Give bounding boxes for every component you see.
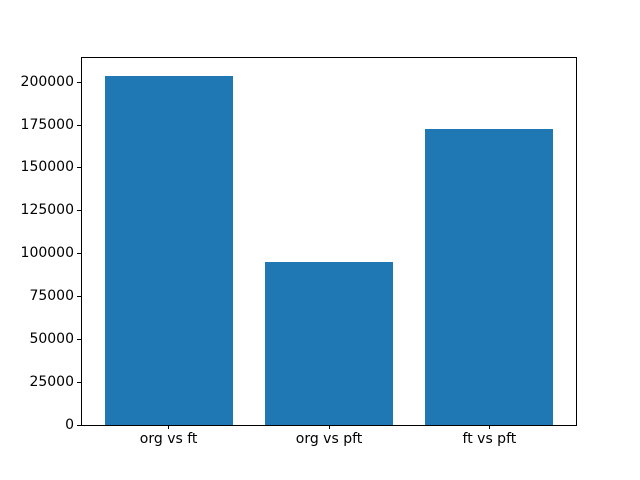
plot-area: 0 25000 50000 75000 100000 125000 150000 175000… (21, 57, 577, 447)
y-axis-tick-mark (77, 253, 81, 255)
y-axis-tick-label: 200000 (20, 73, 74, 90)
x-axis-tick-mark (328, 425, 330, 429)
y-axis-tick-label: 0 (65, 416, 74, 433)
y-axis-tick-label: 150000 (20, 159, 74, 176)
y-axis-tick-mark (77, 210, 81, 212)
y-axis-tick-mark (77, 81, 81, 83)
y-axis-tick-label: 125000 (20, 202, 74, 219)
x-axis-tick-label: org vs pft (295, 431, 363, 447)
x-axis-tick-label: org vs ft (139, 431, 198, 447)
bar-org-vs-ft (104, 75, 233, 425)
y-axis-tick-mark (77, 338, 81, 340)
y-axis-tick-mark (77, 295, 81, 297)
y-axis-tick-mark (77, 167, 81, 169)
y-axis-tick-label: 25000 (29, 373, 74, 390)
x-axis-tick-label: ft vs pft (462, 431, 517, 447)
y-axis-tick-mark (77, 124, 81, 126)
y-axis-tick-mark (77, 381, 81, 383)
y-axis-tick-label: 175000 (20, 116, 74, 133)
y-axis-tick-label: 75000 (29, 287, 74, 304)
x-axis-tick-mark (488, 425, 490, 429)
y-axis-tick-label: 50000 (29, 330, 74, 347)
bar-ft-vs-pft (425, 128, 554, 425)
x-axis-tick-mark (168, 425, 170, 429)
y-axis-tick-label: 100000 (20, 245, 74, 262)
y-axis-tick-mark (77, 424, 81, 426)
bar-org-vs-pft (264, 262, 394, 425)
